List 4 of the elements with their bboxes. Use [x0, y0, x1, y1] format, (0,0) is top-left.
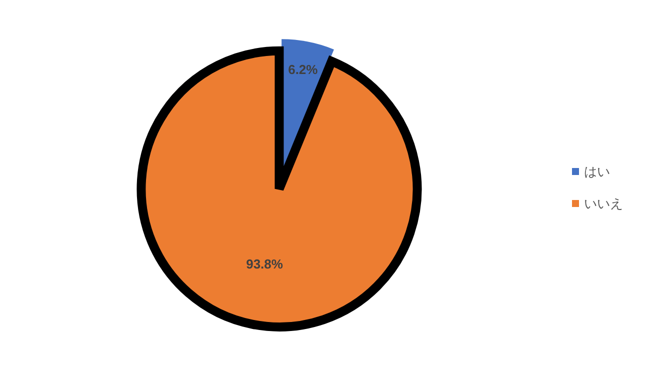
data-label: 6.2% — [288, 62, 318, 77]
data-label: 93.8% — [246, 256, 284, 272]
legend-label: はい — [584, 164, 610, 179]
legend-label: いいえ — [584, 196, 623, 211]
